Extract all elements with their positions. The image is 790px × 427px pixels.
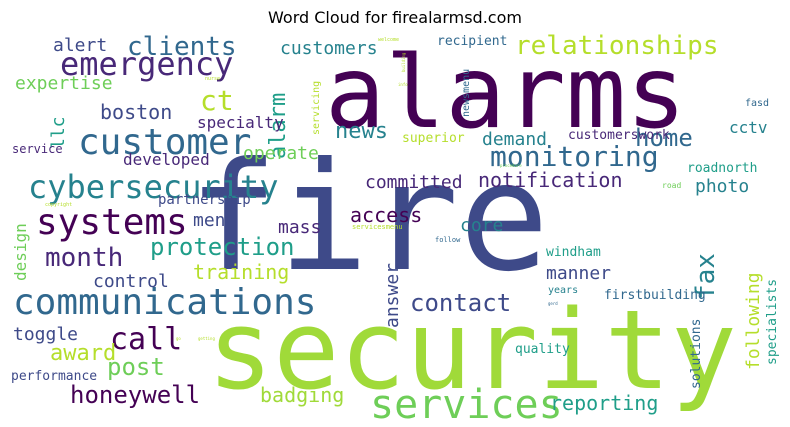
word-systems: systems bbox=[36, 202, 188, 243]
word-honeywell: honeywell bbox=[70, 381, 201, 409]
word-procedure: procedure bbox=[500, 163, 522, 168]
word-design: design bbox=[11, 223, 30, 281]
word-service: service bbox=[12, 142, 63, 156]
word-newsmenu: newsmenu bbox=[461, 68, 472, 117]
word-quality: quality bbox=[515, 342, 570, 357]
word-operate: operate bbox=[243, 143, 319, 164]
word-boston: boston bbox=[100, 100, 173, 124]
word-fasd: fasd bbox=[745, 98, 770, 109]
word-security: security bbox=[207, 286, 737, 414]
word-copyright: copyright bbox=[45, 202, 73, 208]
word-specialty: specialty bbox=[197, 113, 284, 132]
word-servicesmenu: servicesmenu bbox=[352, 223, 403, 231]
word-firstbuilding: firstbuilding bbox=[604, 288, 706, 303]
word-committed: committed bbox=[365, 172, 463, 193]
word-clients: clients bbox=[127, 33, 237, 62]
word-follow: follow bbox=[435, 236, 461, 244]
word-gerd: gerd bbox=[548, 301, 558, 306]
word-ct: ct bbox=[200, 84, 234, 117]
word-expertise: expertise bbox=[15, 73, 113, 94]
word-notification: notification bbox=[478, 168, 623, 192]
word-monitoring: monitoring bbox=[490, 140, 659, 173]
word-cctv: cctv bbox=[729, 118, 768, 137]
word-windham: windham bbox=[546, 245, 601, 260]
word-news: news bbox=[335, 119, 388, 144]
word-call: call bbox=[110, 322, 183, 357]
word-month: month bbox=[45, 243, 124, 273]
word-developed: developed bbox=[123, 150, 210, 169]
word-photo: photo bbox=[695, 176, 750, 197]
word-go: go bbox=[176, 336, 181, 341]
word-roadnorth: roadnorth bbox=[687, 161, 758, 176]
word-specialists: specialists bbox=[765, 278, 780, 365]
word-core: core bbox=[460, 215, 504, 236]
word-following: following bbox=[743, 272, 764, 370]
word-answer: answer bbox=[382, 262, 403, 328]
word-protection: protection bbox=[150, 233, 295, 261]
word-welcome: welcome bbox=[378, 37, 400, 43]
chart-title: Word Cloud for firealarmsd.com bbox=[268, 8, 522, 27]
word-award: award bbox=[50, 341, 117, 366]
word-cybersecurity: cybersecurity bbox=[28, 168, 279, 206]
word-home: home bbox=[635, 124, 693, 152]
word-fire: fire bbox=[188, 131, 550, 305]
word-servicing: servicing bbox=[311, 80, 322, 135]
word-customers: customers bbox=[280, 38, 378, 59]
word-cloud: fire alarms security services communications… bbox=[10, 33, 780, 419]
word-info: info bbox=[398, 82, 408, 87]
word-communications: communications bbox=[13, 282, 317, 323]
word-mass: mass bbox=[278, 217, 322, 238]
word-post: post bbox=[107, 353, 165, 381]
word-alarms: alarms bbox=[325, 34, 687, 151]
word-manner: manner bbox=[546, 263, 612, 284]
word-recipient: recipient bbox=[437, 34, 508, 49]
word-menu: menu bbox=[193, 210, 237, 231]
word-services: services bbox=[370, 382, 563, 419]
word-reporting: reporting bbox=[550, 391, 659, 415]
word-training: training bbox=[193, 260, 290, 284]
word-getting: getting bbox=[198, 336, 215, 341]
word-performance: performance bbox=[11, 369, 98, 384]
word-control: control bbox=[93, 271, 169, 292]
word-partnership: partnership bbox=[158, 192, 251, 208]
word-solutions: solutions bbox=[689, 318, 704, 389]
word-emergency: emergency bbox=[60, 45, 234, 83]
word-nurse: nurse bbox=[205, 76, 221, 82]
word-access: access bbox=[350, 203, 423, 227]
word-relationships: relationships bbox=[515, 33, 719, 61]
word-superior: superior bbox=[402, 131, 465, 146]
word-contact: contact bbox=[410, 289, 512, 317]
word-alert: alert bbox=[53, 35, 108, 56]
word-badging: badging bbox=[260, 383, 345, 407]
word-years: years bbox=[548, 285, 579, 296]
word-building: building bbox=[401, 52, 406, 72]
word-toggle: toggle bbox=[13, 324, 79, 345]
word-road: road bbox=[662, 181, 682, 190]
word-demand: demand bbox=[482, 129, 548, 150]
word-customerswork: customerswork bbox=[568, 128, 670, 143]
word-customer: customer bbox=[78, 122, 252, 163]
